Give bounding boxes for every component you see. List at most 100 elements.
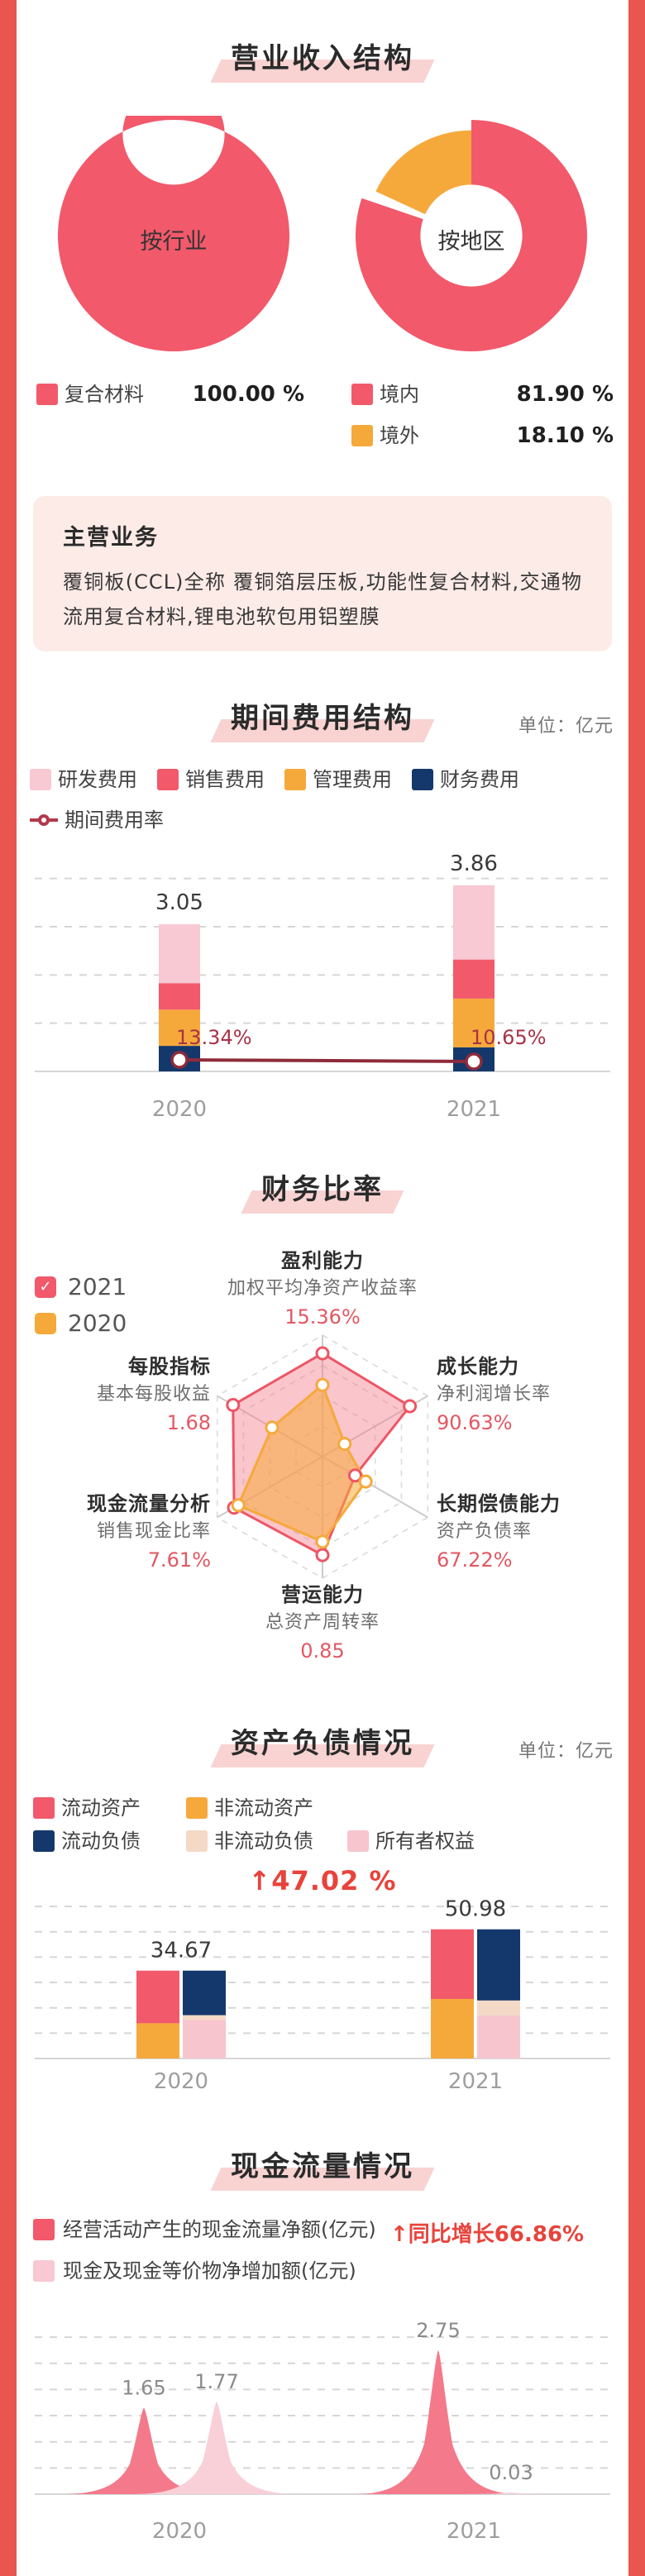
section-title-ratios: 财务比率 <box>0 1172 645 1214</box>
section-title-revenue: 营业收入结构 <box>0 41 645 83</box>
chart-text: 2021 <box>447 1097 501 1122</box>
unit-label-balance: 单位：亿元 <box>518 1741 614 1762</box>
chart-text: 3.86 <box>450 852 498 876</box>
legend-value-composite: 100.00 % <box>192 382 304 407</box>
chart-text: 2020 <box>152 1097 207 1122</box>
radar-axis-operation: 营运能力 总资产周转率 0.85 <box>265 1583 380 1662</box>
section-title-expenses: 期间费用结构 <box>0 701 645 742</box>
radar-marker-2021 <box>403 1399 418 1414</box>
donut-chart-industry <box>58 116 289 351</box>
radar-marker-2020 <box>358 1474 373 1489</box>
legend-swatch-current-liabilities <box>33 1830 55 1852</box>
legend-swatch-net-cash-increase <box>33 2260 55 2282</box>
legend-swatch-admin <box>284 769 306 790</box>
radar-marker-2020 <box>337 1437 352 1452</box>
cash-peak-现金及现金等价物净增加额(亿元) <box>428 2493 594 2494</box>
main-business-text: 覆铜板(CCL)全称 覆铜箔层压板,功能性复合材料,交通物流用复合材料,锂电池软… <box>63 570 582 628</box>
donut-slice-复合材料 <box>58 116 289 351</box>
expense-rate-marker <box>170 1051 189 1069</box>
legend-swatch-composite <box>36 384 58 405</box>
legend-label-noncurrent-liabilities: 非流动负债 <box>214 1829 313 1853</box>
bar-segment-所有者权益 <box>183 2020 226 2058</box>
bar-segment-非流动负债 <box>477 2000 520 2015</box>
bar-segment-研发费用 <box>453 885 494 960</box>
up-arrow-icon: ↑ <box>390 2222 408 2247</box>
legend-label-equity: 所有者权益 <box>375 1829 475 1853</box>
right-border-bar <box>628 0 645 2576</box>
cashflow-growth-note: ↑同比增长66.86% <box>390 2222 585 2247</box>
bar-segment-所有者权益 <box>477 2015 520 2058</box>
bar-segment-销售费用 <box>159 983 200 1010</box>
cash-peak-经营活动产生的现金流量净额(亿元) <box>61 2407 227 2494</box>
bar-segment-流动负债 <box>477 1929 520 2001</box>
bar-segment-管理费用 <box>453 998 494 1047</box>
legend-swatch-noncurrent-liabilities <box>186 1830 208 1852</box>
legend-label-overseas: 境外 <box>380 424 419 447</box>
bar-segment-销售费用 <box>453 959 494 999</box>
chart-text: 50.98 <box>445 1897 506 1922</box>
chart-text: 1.77 <box>194 2370 238 2393</box>
legend-value-domestic: 81.90 % <box>516 382 614 407</box>
legend-swatch-operating-cashflow <box>33 2219 55 2240</box>
bar-segment-流动负债 <box>183 1970 226 2015</box>
expense-rate-line-icon <box>30 812 58 828</box>
chart-text: 13.34% <box>176 1026 252 1049</box>
donut-chart-region <box>356 120 587 351</box>
radar-marker-2020 <box>231 1498 246 1513</box>
radar-legend-checkbox-2021: ✓ <box>35 1276 56 1298</box>
legend-label-rd: 研发费用 <box>58 768 137 791</box>
legend-swatch-overseas <box>351 425 373 446</box>
radar-axis-growth: 成长能力 净利润增长率 90.63% <box>437 1355 552 1434</box>
cash-peak-现金及现金等价物净增加额(亿元) <box>134 2401 299 2494</box>
bar-segment-管理费用 <box>159 1009 200 1047</box>
bar-segment-流动资产 <box>431 1929 474 1999</box>
bar-segment-非流动资产 <box>431 1998 474 2058</box>
bar-segment-非流动负债 <box>183 2015 226 2020</box>
check-icon: ✓ <box>39 1278 52 1295</box>
legend-swatch-selling <box>157 769 179 790</box>
left-border-bar <box>0 0 17 2576</box>
legend-label-composite: 复合材料 <box>64 383 144 406</box>
donut-slice-境外 <box>375 130 471 215</box>
legend-swatch-rd <box>30 769 51 790</box>
radar-marker-2021 <box>315 1548 330 1562</box>
chart-text: 1.65 <box>122 2377 165 2400</box>
radar-axis-per-share: 每股指标 基本每股收益 1.68 <box>96 1355 211 1434</box>
legend-label-admin: 管理费用 <box>313 768 392 791</box>
main-business-title: 主营业务 <box>63 525 159 551</box>
chart-text: 34.67 <box>150 1939 212 1963</box>
radar-marker-2020 <box>315 1534 330 1549</box>
radar-legend-checkbox-2020: ✓ <box>35 1313 56 1334</box>
legend-swatch-noncurrent-assets <box>186 1797 208 1819</box>
bar-segment-研发费用 <box>159 924 200 984</box>
chart-text: 2.75 <box>416 2319 460 2342</box>
balance-growth-label: ↑47.02 % <box>248 1865 397 1896</box>
radar-marker-2020 <box>315 1377 330 1392</box>
legend-value-overseas: 18.10 % <box>516 423 614 448</box>
legend-swatch-finance <box>412 769 433 790</box>
balance-sheet-chart: 34.67 2020 50.98 2021 <box>35 1897 610 2094</box>
donut-center-label-industry: 按行业 <box>140 229 208 255</box>
cash-peak-经营活动产生的现金流量净额(亿元) <box>356 2349 521 2494</box>
radar-axis-solvency: 长期偿债能力 资产负债率 67.22% <box>437 1492 561 1572</box>
radar-axis-cashflow: 现金流量分析 销售现金比率 7.61% <box>87 1492 211 1572</box>
chart-text: 0.03 <box>489 2461 533 2484</box>
legend-swatch-current-assets <box>33 1797 55 1819</box>
unit-label-expenses: 单位：亿元 <box>518 716 614 737</box>
up-arrow-icon: ↑ <box>248 1865 272 1896</box>
bar-segment-流动资产 <box>136 1970 179 2024</box>
legend-swatch-domestic <box>351 384 373 405</box>
chart-text: 2021 <box>447 2519 501 2544</box>
radar-marker-2021 <box>226 1398 241 1413</box>
cash-flow-chart: 1.65 1.77 2020 2.75 0.03 2021 <box>35 2319 610 2544</box>
legend-label-current-assets: 流动资产 <box>61 1796 141 1820</box>
donut-slice-境内 <box>356 120 587 351</box>
legend-label-net-cash-increase: 现金及现金等价物净增加额(亿元) <box>63 2259 356 2283</box>
legend-swatch-equity <box>347 1830 369 1852</box>
chart-text: 2020 <box>152 2519 207 2544</box>
legend-label-domestic: 境内 <box>380 383 419 406</box>
section-title-balance: 资产负债情况 <box>0 1726 645 1767</box>
radar-legend-label-2021: 2021 <box>68 1273 127 1300</box>
legend-label-expense-rate: 期间费用率 <box>64 809 164 832</box>
radar-marker-2021 <box>347 1468 362 1483</box>
